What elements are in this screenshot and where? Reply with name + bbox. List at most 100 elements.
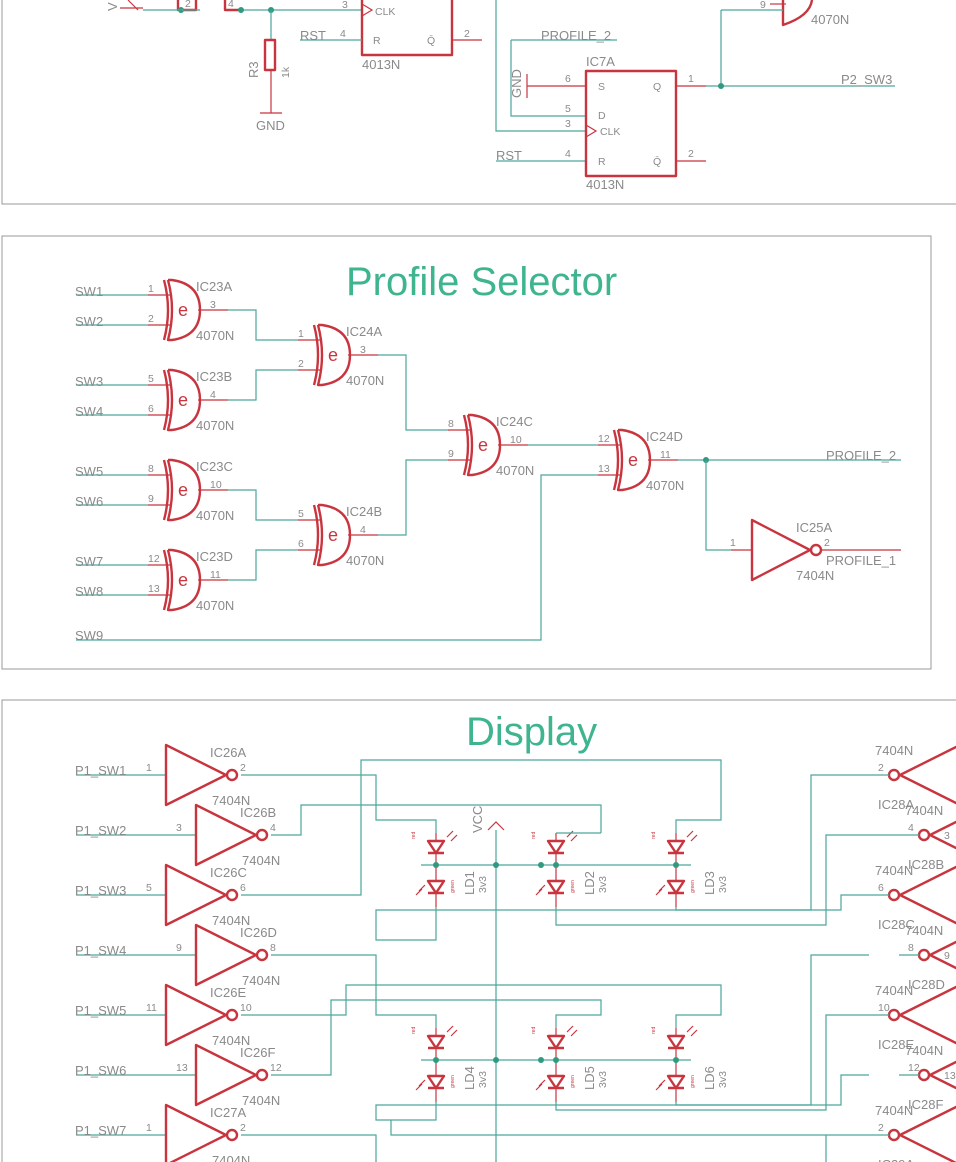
green-led xyxy=(426,1074,446,1090)
xor-gate xyxy=(166,548,202,612)
xor-glyph: e xyxy=(328,525,338,545)
red-tag: red xyxy=(651,1027,657,1034)
pin-number: 2 xyxy=(824,537,830,549)
pin-number: 2 xyxy=(240,762,246,774)
xor-gate xyxy=(616,428,652,492)
v-label: V xyxy=(105,2,120,11)
wire xyxy=(495,0,586,132)
xor-gate xyxy=(316,323,352,387)
v-marker xyxy=(120,0,143,11)
gate-ref: IC23D xyxy=(196,549,233,564)
inverter-part: 7404N xyxy=(242,1093,280,1108)
inverter xyxy=(899,745,956,805)
inverter-part: 7404N xyxy=(905,923,943,938)
xor-glyph: e xyxy=(328,345,338,365)
inverter xyxy=(194,803,258,867)
led-value: 3v3 xyxy=(717,876,729,893)
pin-number: 6 xyxy=(298,538,304,550)
pin-number: 3 xyxy=(944,830,950,842)
inverter xyxy=(899,1105,956,1162)
r3-value: 1k xyxy=(280,66,292,78)
xor-gate xyxy=(316,503,352,567)
input-label: P1_SW3 xyxy=(75,883,126,898)
pin-number: 11 xyxy=(210,569,221,581)
green-tag: green xyxy=(450,880,456,893)
pin-number: 10 xyxy=(510,434,522,446)
gnd-symbol xyxy=(260,70,282,114)
inverter xyxy=(164,743,228,807)
input-label: SW2 xyxy=(75,314,103,329)
top-section: V 2 4 R3 1k GND CLK 3 R Q̄ 4 RST 2 4013N… xyxy=(105,0,895,192)
inverter xyxy=(194,923,258,987)
inverter-ref: IC26D xyxy=(240,925,277,940)
pin xyxy=(487,821,505,831)
xor-gate-curve xyxy=(312,504,320,566)
green-led xyxy=(666,879,686,895)
pin-number: 4 xyxy=(908,822,914,834)
red-led xyxy=(666,1034,686,1050)
pin-number: 3 xyxy=(176,822,182,834)
inverter-part: 7404N xyxy=(212,1033,250,1048)
inverter-ref: IC26B xyxy=(240,805,276,820)
pin-number: 11 xyxy=(146,1002,157,1014)
inverter-ref: IC29A xyxy=(878,1157,914,1162)
inverter-ref: IC28D xyxy=(908,977,945,992)
pin-number: 2 xyxy=(240,1122,246,1134)
gate-part: 4070N xyxy=(346,553,384,568)
inverter-part: 7404N xyxy=(875,983,913,998)
pin-number: 5 xyxy=(298,508,304,520)
pin-number: 8 xyxy=(148,463,154,475)
wire xyxy=(375,774,869,941)
svg-text:S: S xyxy=(598,81,605,93)
pin-number: 11 xyxy=(660,449,671,461)
xor-glyph: e xyxy=(178,300,188,320)
wire xyxy=(271,954,437,1028)
svg-text:4013N: 4013N xyxy=(586,177,624,192)
pin xyxy=(655,1025,698,1091)
inverter-part: 7404N xyxy=(905,803,943,818)
xor-gate-curve xyxy=(162,549,170,611)
pin-2-label: 2 xyxy=(185,0,191,10)
input-label: P1_SW6 xyxy=(75,1063,126,1078)
led-ref: LD1 xyxy=(462,871,477,895)
xor-glyph: e xyxy=(178,570,188,590)
gnd-label: GND xyxy=(256,118,285,133)
junction xyxy=(493,862,499,868)
svg-text:Q: Q xyxy=(653,81,661,93)
inverter-ref: IC28E xyxy=(878,1037,914,1052)
xor-gate-curve xyxy=(312,324,320,386)
input-label: SW9 xyxy=(75,628,103,643)
input-label: SW4 xyxy=(75,404,103,419)
green-tag: green xyxy=(570,1075,576,1088)
xor-gate xyxy=(166,458,202,522)
pin-number: 1 xyxy=(146,1122,152,1134)
wire xyxy=(76,474,598,641)
input-label: SW6 xyxy=(75,494,103,509)
wire xyxy=(375,954,869,1121)
green-tag: green xyxy=(570,880,576,893)
clk-triangle xyxy=(361,3,374,17)
inverter-ref: IC26C xyxy=(210,865,247,880)
red-led xyxy=(546,1034,566,1050)
green-led xyxy=(546,879,566,895)
pin-number: 4 xyxy=(270,822,276,834)
wire xyxy=(510,39,617,117)
svg-text:1: 1 xyxy=(688,73,694,85)
pin-number: 13 xyxy=(598,463,610,475)
input-label: SW3 xyxy=(75,374,103,389)
gate-part: 4070N xyxy=(196,328,234,343)
green-led xyxy=(426,879,446,895)
inverter xyxy=(899,985,956,1045)
pin-number: 12 xyxy=(148,553,160,565)
led-ref: LD3 xyxy=(702,871,717,895)
green-led xyxy=(666,1074,686,1090)
wire xyxy=(241,774,437,833)
junction xyxy=(553,1057,559,1063)
junction xyxy=(673,1057,679,1063)
pin-number: 1 xyxy=(298,328,304,340)
pin xyxy=(655,830,698,896)
gnd-pin xyxy=(526,74,586,98)
pin-number: 8 xyxy=(448,418,454,430)
pin-number: 1 xyxy=(730,537,736,549)
